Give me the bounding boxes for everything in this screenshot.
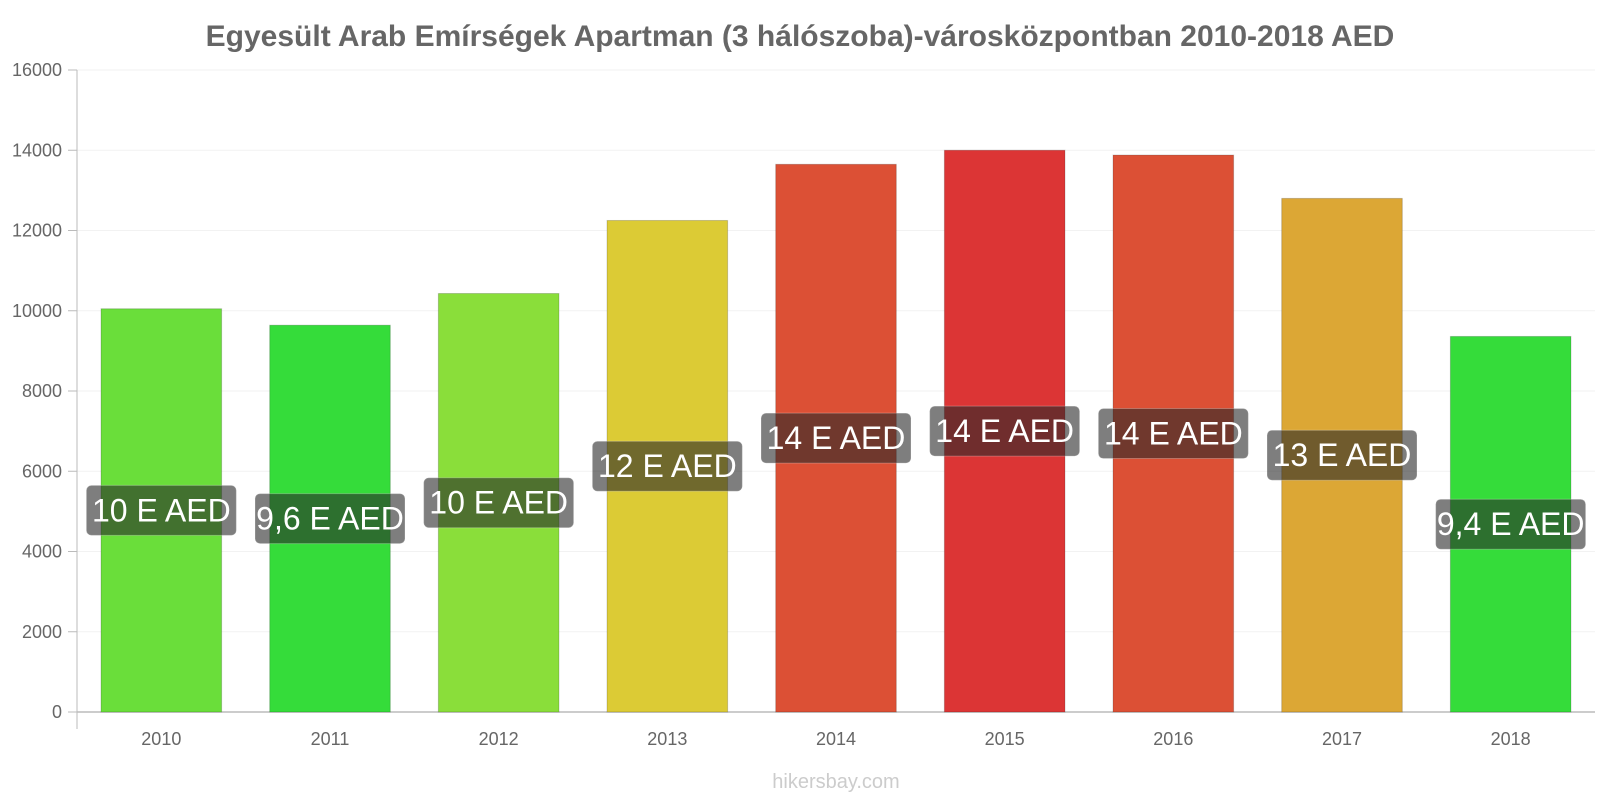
x-tick-label: 2013 (647, 729, 687, 749)
chart-title: Egyesült Arab Emírségek Apartman (3 háló… (206, 20, 1395, 53)
y-tick-label: 4000 (22, 542, 62, 562)
x-tick-label: 2011 (311, 729, 350, 749)
data-label-background (1435, 498, 1587, 550)
data-label: 10 E AED (92, 492, 231, 528)
data-label-background (760, 412, 912, 464)
x-tick-label: 2017 (1322, 729, 1362, 749)
data-label-background (1266, 429, 1418, 481)
x-tick-label: 2014 (816, 729, 856, 749)
x-tick-label: 2012 (479, 729, 519, 749)
data-label-background (929, 405, 1081, 457)
x-tick-label: 2015 (985, 729, 1025, 749)
data-label: 10 E AED (429, 485, 568, 521)
data-label: 13 E AED (1273, 437, 1412, 473)
data-label-background (254, 493, 406, 545)
data-label: 14 E AED (767, 420, 906, 456)
data-label-background (591, 440, 743, 492)
x-tick-label: 2018 (1491, 729, 1531, 749)
y-tick-label: 0 (52, 702, 62, 722)
y-tick-label: 2000 (22, 622, 62, 642)
data-label-background (85, 484, 237, 536)
data-label-background (1097, 408, 1249, 460)
data-label: 12 E AED (598, 448, 737, 484)
axes: 0 2000 4000 6000 8000 10000 12000 14000 16000 201… (12, 60, 1595, 749)
x-tick-label: 2010 (141, 729, 181, 749)
x-tick-label: 2016 (1153, 729, 1193, 749)
y-tick-label: 10000 (12, 301, 62, 321)
data-label: 14 E AED (1104, 416, 1243, 452)
y-tick-label: 16000 (12, 60, 62, 80)
y-tick-label: 12000 (12, 221, 62, 241)
data-labels: 10 E AED 9,6 E AED 10 E AED 12 E AED 14 E AE… (85, 405, 1587, 550)
data-label: 14 E AED (935, 413, 1074, 449)
data-label: 9,4 E AED (1437, 506, 1585, 542)
data-label-background (423, 477, 575, 529)
footer-watermark: hikersbay.com (772, 771, 899, 793)
data-label: 9,6 E AED (256, 501, 404, 537)
y-tick-label: 8000 (22, 381, 62, 401)
y-tick-label: 14000 (12, 140, 62, 160)
y-tick-label: 6000 (22, 461, 62, 481)
